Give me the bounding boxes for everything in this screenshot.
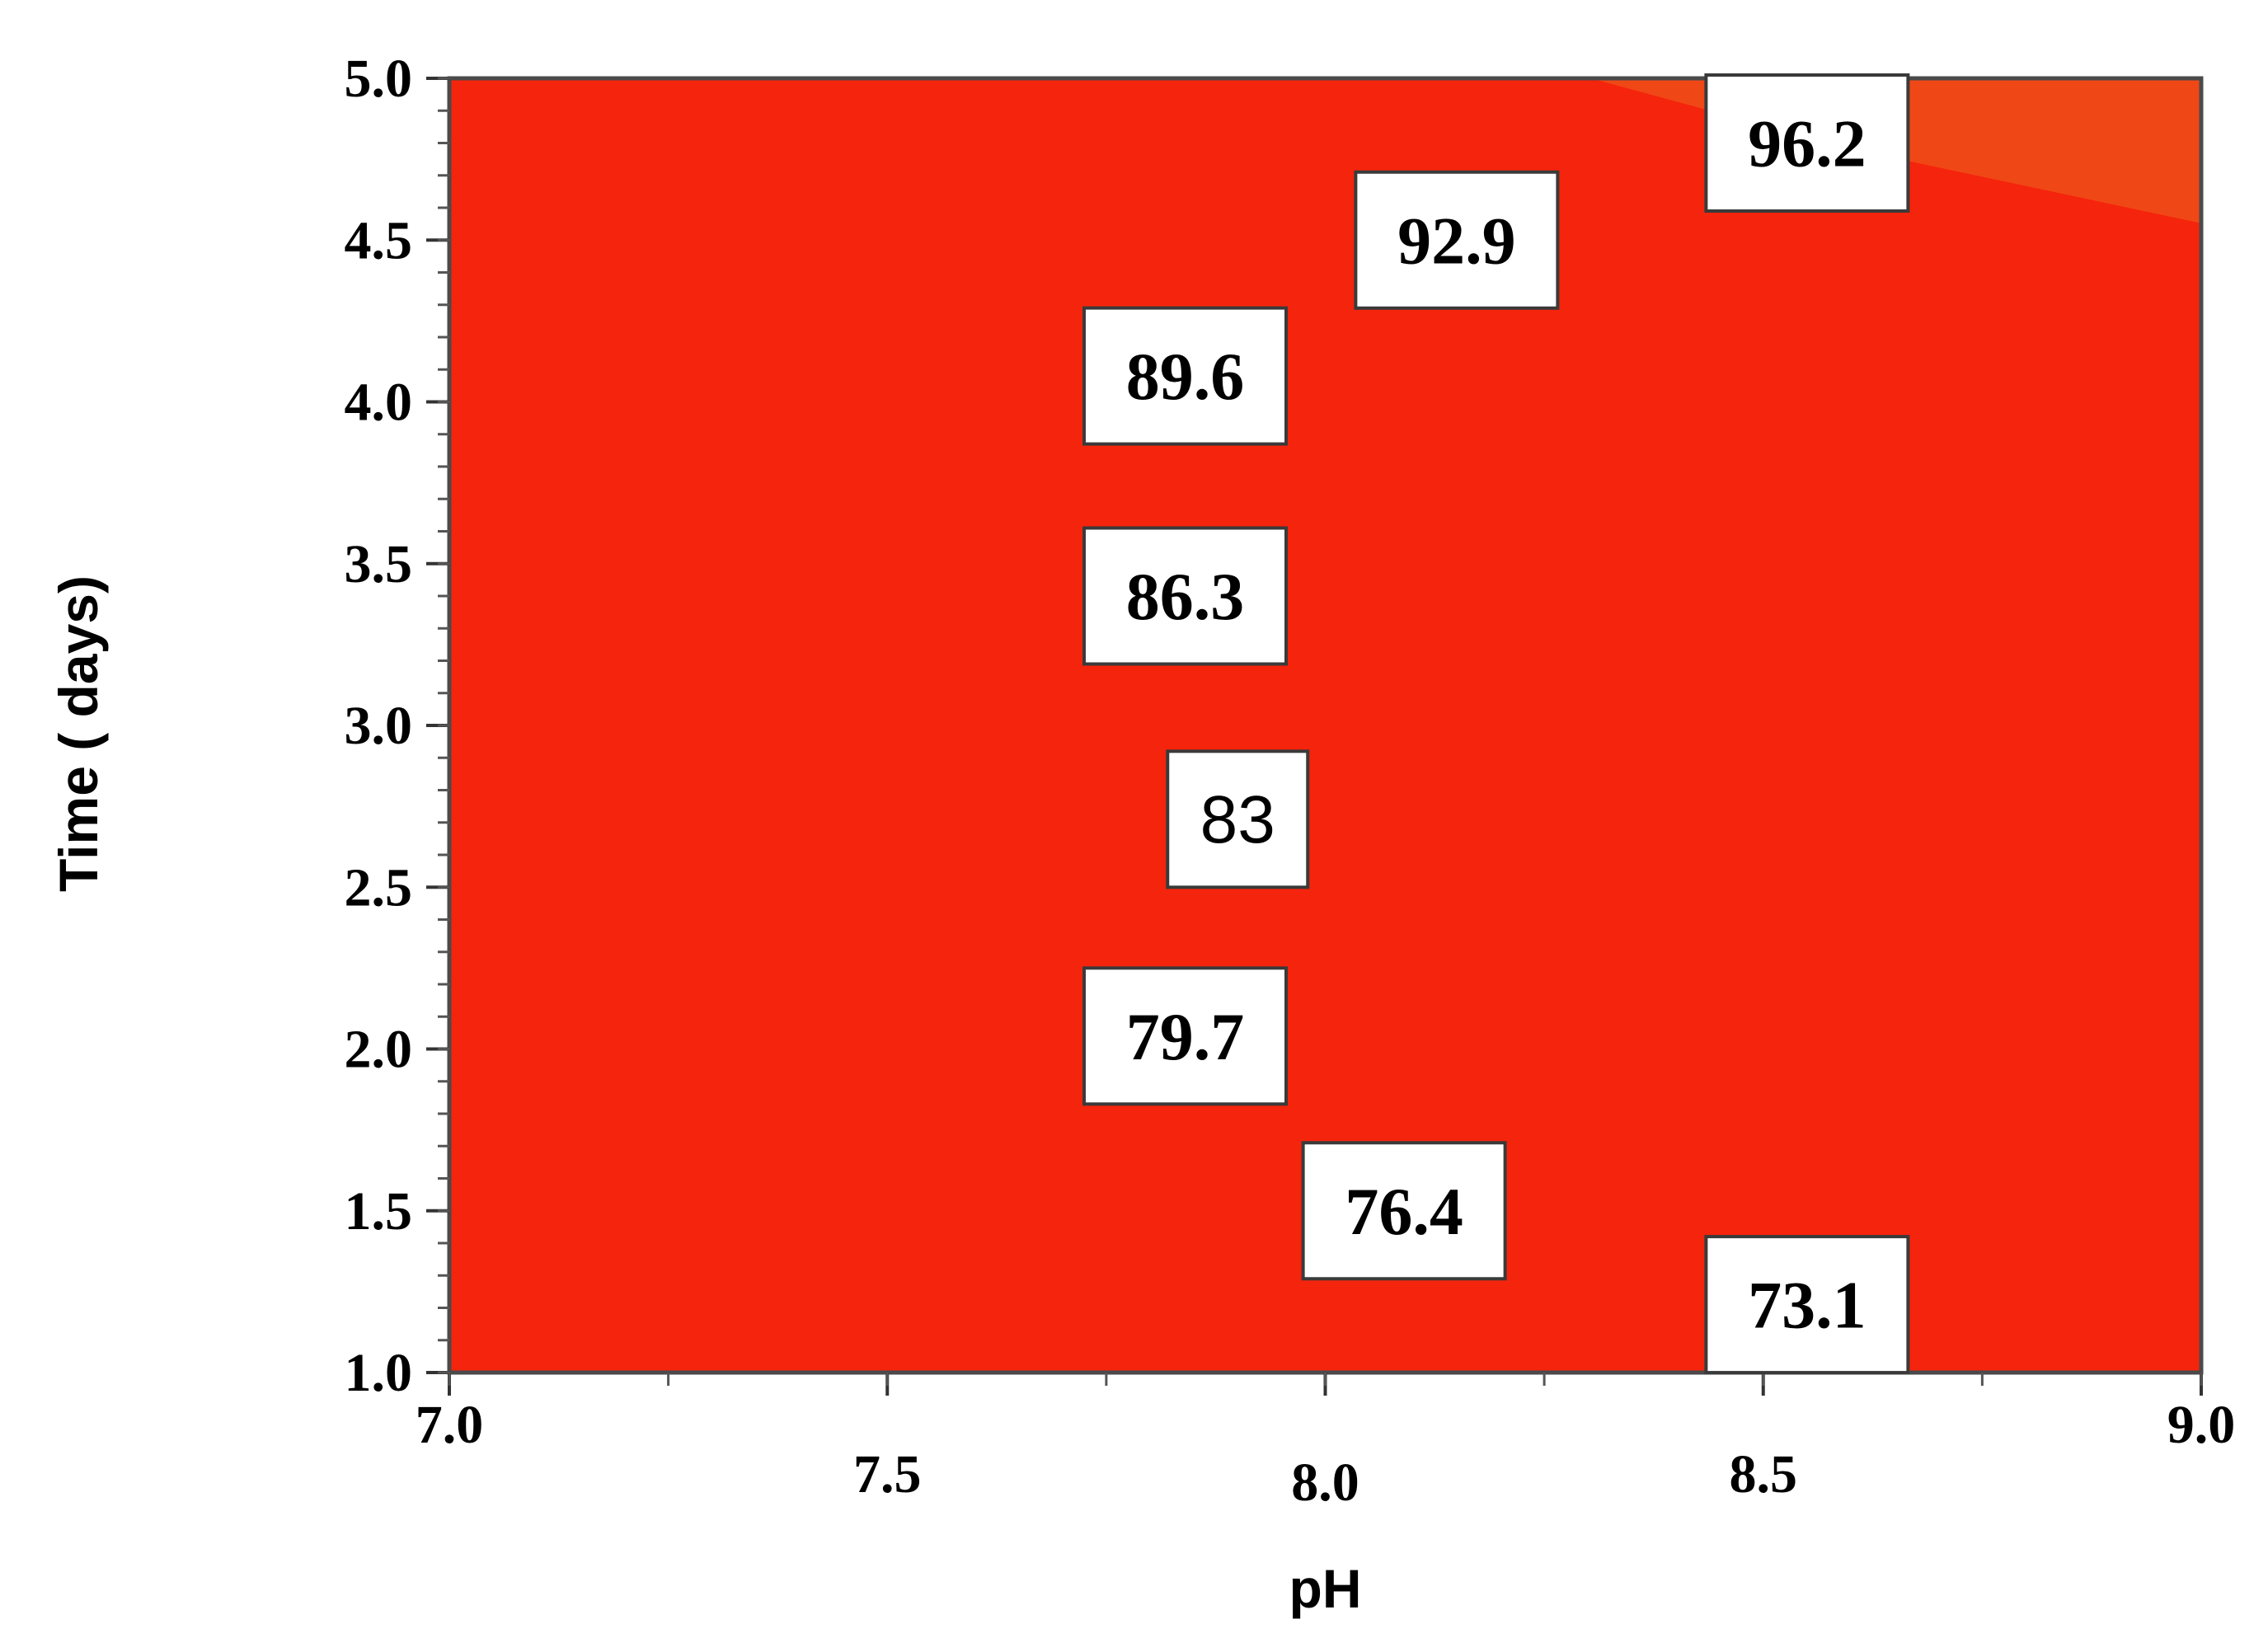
y-tick-label: 5.0: [345, 49, 413, 109]
contour-label-text: 76.4: [1345, 1174, 1463, 1249]
x-axis-title: pH: [1289, 1558, 1362, 1619]
contour-label-text: 89.6: [1126, 339, 1245, 414]
x-tick-label: 7.0: [416, 1395, 484, 1455]
contour-label-box: [1301, 1141, 1507, 1281]
x-tick-label: 8.5: [1730, 1444, 1798, 1504]
x-tick-label: 7.5: [853, 1444, 922, 1504]
y-tick-label: 2.0: [345, 1020, 413, 1080]
y-tick-label: 4.0: [345, 373, 413, 433]
contour-regions: [448, 77, 2202, 1373]
contour-label: 83: [1166, 749, 1310, 889]
y-tick-label: 3.0: [345, 696, 413, 756]
contour-label: 89.6: [1082, 306, 1288, 446]
contour-label: 76.4: [1301, 1141, 1507, 1281]
contour-label-box: [1166, 749, 1310, 889]
contour-label-box: [1082, 966, 1288, 1106]
x-tick-label: 8.0: [1291, 1453, 1359, 1513]
y-tick-label: 1.5: [345, 1181, 413, 1241]
contour-label-text: 86.3: [1126, 559, 1245, 634]
contour-label-text: 83: [1200, 782, 1275, 857]
contour-label-box: [1082, 526, 1288, 666]
x-axis: 7.0 7.5 8.0 8.5 9.0: [416, 1373, 2236, 1513]
contour-labels: 96.2 92.9 89.6 86.3 83 79.7 76.4 73.1: [1082, 73, 1910, 1375]
contour-label: 96.2: [1704, 73, 1910, 213]
y-tick-label: 1.0: [345, 1343, 413, 1403]
contour-label-text: 73.1: [1748, 1268, 1867, 1343]
y-axis: 1.0 1.5 2.0 2.5 3.0 3.5 4.0 4.5 5.0: [345, 49, 449, 1403]
y-tick-label: 4.5: [345, 210, 413, 270]
contour-label: 92.9: [1354, 170, 1560, 310]
contour-label: 86.3: [1082, 526, 1288, 666]
contour-label-box: [1704, 1235, 1910, 1375]
contour-label-box: [1354, 170, 1560, 310]
contour-label-box: [1704, 73, 1910, 213]
contour-label-text: 92.9: [1397, 203, 1516, 278]
contour-label-box: [1082, 306, 1288, 446]
contour-label: 73.1: [1704, 1235, 1910, 1375]
x-tick-label: 9.0: [2167, 1395, 2236, 1455]
contour-label: 79.7: [1082, 966, 1288, 1106]
y-tick-label: 2.5: [345, 857, 413, 918]
y-tick-label: 3.5: [345, 534, 413, 594]
contour-label-text: 96.2: [1748, 106, 1867, 181]
y-axis-title: Time ( days): [48, 575, 109, 892]
contour-label-text: 79.7: [1126, 999, 1245, 1074]
